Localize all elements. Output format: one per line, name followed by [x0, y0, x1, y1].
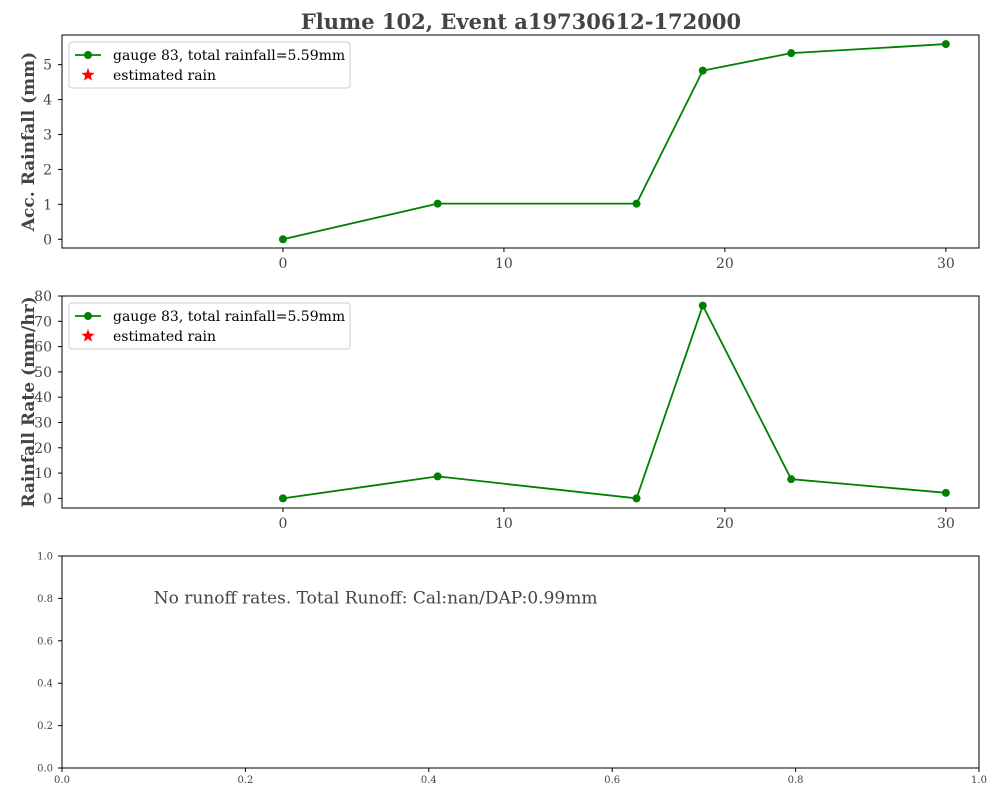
legend-label: estimated rain — [113, 329, 216, 345]
y-tick-label: 0.6 — [37, 636, 53, 647]
data-point — [698, 66, 707, 75]
legend-box — [68, 302, 351, 350]
x-tick-label: 30 — [937, 516, 955, 532]
data-point — [433, 199, 442, 208]
x-tick-label: 0.2 — [237, 775, 253, 786]
y-tick-label: 60 — [34, 340, 52, 356]
y-tick-label: 4 — [43, 93, 52, 109]
y-tick-label: 30 — [34, 415, 52, 431]
runoff-panel: 0.0 0.2 0.4 0.6 0.8 1.0 0.0 0.2 0.4 0.6 0.8 1.0 No r… — [37, 552, 987, 787]
x-tick-label: 0 — [279, 516, 288, 532]
x-tick-label: 0.6 — [604, 775, 620, 786]
x-tick-label: 10 — [495, 256, 513, 272]
y-tick-label: 0 — [43, 491, 52, 507]
data-point — [632, 199, 641, 208]
y-tick-label: 3 — [43, 128, 52, 144]
y-tick-label: 1.0 — [37, 552, 53, 563]
x-tick-label: 20 — [716, 516, 734, 532]
y-tick-label: 70 — [34, 314, 52, 330]
data-point — [433, 472, 442, 481]
legend-item: estimated rain — [81, 68, 216, 84]
y-tick-label: 50 — [34, 365, 52, 381]
legend-marker — [84, 312, 92, 320]
axes-frame — [61, 555, 980, 769]
data-point — [941, 40, 950, 49]
figure-title: Flume 102, Event a19730612-172000 — [301, 9, 741, 34]
y-tick-label: 20 — [34, 441, 52, 457]
x-tick-label: 0.8 — [788, 775, 804, 786]
data-point — [278, 494, 287, 503]
legend-label: gauge 83, total rainfall=5.59mm — [113, 48, 345, 64]
legend-item: gauge 83, total rainfall=5.59mm — [75, 48, 345, 64]
legend-item: estimated rain — [81, 329, 216, 345]
x-tick-label: 0.4 — [421, 775, 437, 786]
legend-label: gauge 83, total rainfall=5.59mm — [113, 309, 345, 325]
y-axis-label: Acc. Rainfall (mm) — [19, 52, 39, 232]
x-tick-label: 30 — [937, 256, 955, 272]
axes-frame — [61, 295, 980, 509]
data-point — [787, 475, 796, 484]
legend-item: gauge 83, total rainfall=5.59mm — [75, 309, 345, 325]
y-tick-label: 5 — [43, 58, 52, 74]
x-tick-label: 0.0 — [54, 775, 70, 786]
legend-marker — [84, 51, 92, 59]
y-tick-label: 0.2 — [37, 721, 53, 732]
y-tick-label: 40 — [34, 390, 52, 406]
y-tick-label: 2 — [43, 162, 52, 178]
y-tick-label: 0.8 — [37, 594, 53, 605]
y-tick-label: 0.0 — [37, 764, 53, 775]
legend-star-icon — [81, 329, 95, 342]
data-point — [787, 49, 796, 58]
y-tick-label: 1 — [43, 197, 52, 213]
legend: gauge 83, total rainfall=5.59mm estimated… — [68, 302, 351, 350]
y-tick-label: 80 — [34, 289, 52, 305]
x-tick-label: 1.0 — [971, 775, 987, 786]
data-point — [941, 488, 950, 497]
data-point — [632, 494, 641, 503]
data-point — [698, 301, 707, 310]
series-line — [282, 43, 946, 241]
legend: gauge 83, total rainfall=5.59mm estimated… — [68, 41, 351, 89]
x-tick-label: 0 — [279, 256, 288, 272]
legend-star-icon — [81, 68, 95, 81]
y-tick-label: 10 — [34, 466, 52, 482]
y-tick-label: 0 — [43, 232, 52, 248]
axes-frame — [61, 34, 980, 249]
data-point — [278, 235, 287, 244]
y-axis-label: Rainfall Rate (mm/hr) — [19, 296, 39, 507]
runoff-annotation: No runoff rates. Total Runoff: Cal:nan/D… — [154, 588, 598, 608]
x-tick-label: 10 — [495, 516, 513, 532]
y-tick-label: 0.4 — [37, 679, 53, 690]
legend-box — [68, 41, 351, 89]
legend-label: estimated rain — [113, 68, 216, 84]
x-tick-label: 20 — [716, 256, 734, 272]
series-line — [282, 303, 946, 500]
